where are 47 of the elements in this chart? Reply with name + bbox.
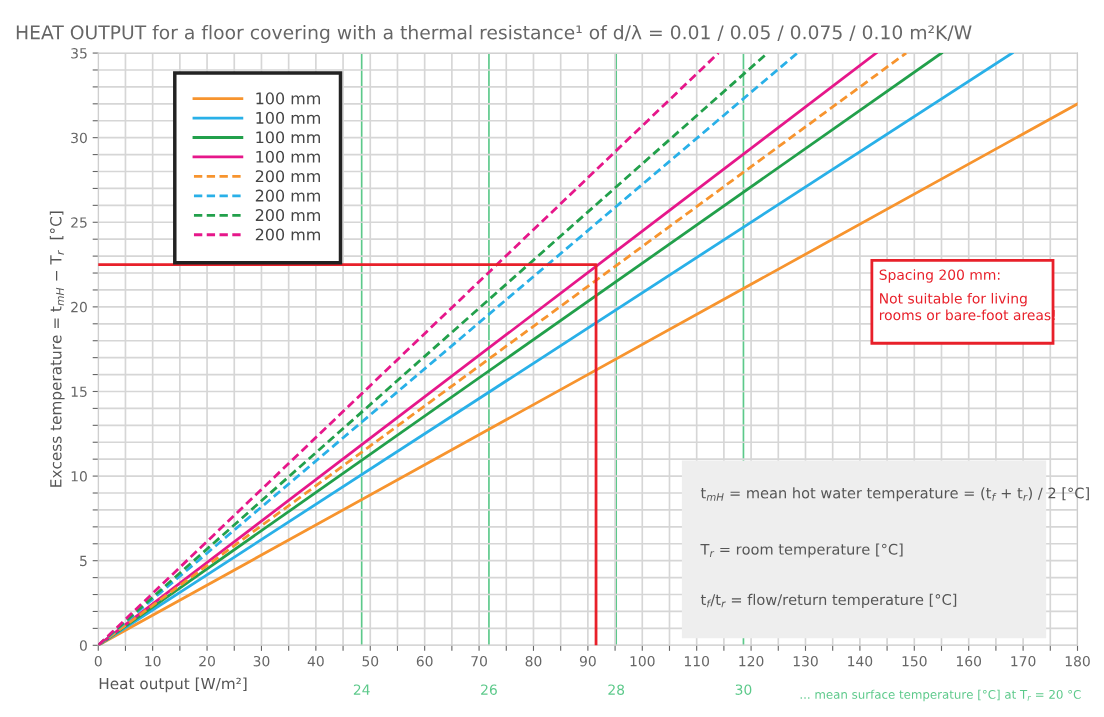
y-axis-title: Excess temperature = t$_{mH}$ − T$_{r}$ [°C]	[49, 211, 65, 487]
chart-title: HEAT OUTPUT for a floor covering with a thermal resistance¹ of d/λ = 0.01 / 0.05 / 0.075 / 0.10 m²K/W	[16, 24, 972, 44]
x-tick-label: 120	[739, 655, 764, 667]
x-axis-title: Heat output [W/m²]	[99, 677, 247, 693]
x-tick-label: 130	[793, 655, 818, 667]
x2-tick-label: 28	[608, 684, 625, 695]
legend-label: 100 mm	[256, 111, 320, 124]
x-tick-label: 180	[1065, 655, 1090, 667]
y-tick-label: 25	[71, 217, 87, 228]
y-tick-label: 20	[71, 301, 87, 313]
legend-label: 200 mm	[255, 228, 320, 241]
annotation: t$_{f}$/t$_{r}$ = flow/return temperature [°C]	[700, 593, 957, 608]
x2-axis-title: ... mean surface temperature [°C] at T$_{r}$ = 20 °C	[800, 689, 1081, 702]
x-tick-label: 70	[471, 655, 487, 667]
y-tick-label: 30	[71, 132, 87, 144]
annotation: T$_{r}$ = room temperature [°C]	[700, 543, 903, 558]
x-tick-label: 110	[684, 655, 710, 667]
legend-label: 100 mm	[256, 92, 320, 105]
x-tick-label: 10	[145, 655, 161, 667]
x-tick-label: 170	[1011, 655, 1036, 667]
x-tick-label: 150	[902, 655, 927, 667]
x-tick-label: 30	[253, 655, 270, 667]
annotation: Spacing 200 mm:	[879, 269, 1000, 283]
x2-tick-label: 26	[481, 684, 497, 695]
y-tick-label: 15	[71, 386, 87, 397]
x2-tick-label: 30	[735, 684, 752, 695]
x-tick-label: 160	[956, 655, 982, 667]
legend-label: 100 mm	[256, 150, 320, 163]
x-tick-label: 90	[579, 655, 596, 667]
x-tick-label: 0	[94, 655, 102, 667]
x-tick-label: 60	[416, 655, 433, 667]
x-tick-label: 20	[199, 655, 215, 667]
x2-tick-label: 24	[353, 684, 370, 695]
legend-label: 200 mm	[255, 209, 320, 222]
y-tick-label: 35	[71, 48, 87, 59]
x-tick-label: 80	[525, 655, 542, 667]
legend-label: 100 mm	[256, 131, 320, 144]
y-tick-label: 10	[71, 471, 87, 482]
legend-label: 200 mm	[255, 170, 320, 183]
x-tick-label: 40	[307, 655, 324, 667]
x-tick-label: 140	[848, 655, 873, 667]
x-tick-label: 100	[630, 655, 655, 667]
y-tick-label: 0	[79, 640, 87, 651]
x-tick-label: 50	[362, 655, 379, 667]
annotation: t$_{mH}$ = mean hot water temperature = (t$_{f}$ + t$_{r}$) / 2 [°C]	[700, 487, 1089, 502]
legend-label: 200 mm	[255, 189, 320, 202]
y-tick-label: 5	[80, 555, 87, 567]
